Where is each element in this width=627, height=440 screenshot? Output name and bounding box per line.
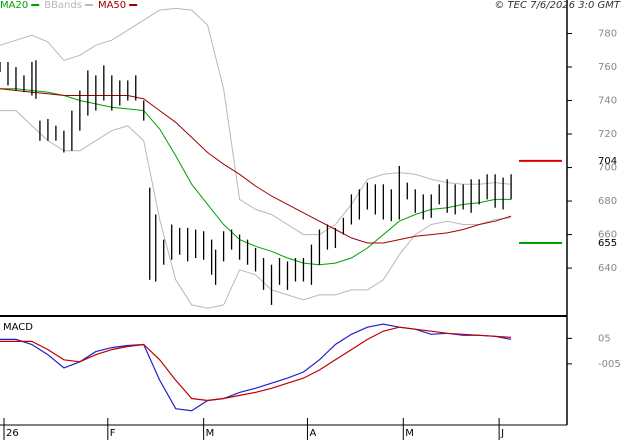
band-lower (0, 110, 512, 309)
x-tick-label: 26 (6, 428, 19, 439)
macd-line (0, 323, 512, 412)
plot-area (0, 0, 567, 425)
series-line (0, 88, 512, 266)
y-tick-label: 05 (598, 333, 611, 344)
legend-swatch (31, 4, 40, 6)
legend-swatch (129, 4, 138, 6)
y-tick-label: -005 (598, 359, 621, 370)
y-tick-label: 760 (598, 62, 617, 73)
source: © TEC 7/6/2026 3:0 GMT (494, 0, 621, 11)
level-label: 704 (598, 156, 617, 167)
y-tick-label: 720 (598, 129, 617, 140)
legend-entry: BBands (44, 0, 82, 11)
x-tick-label: F (110, 428, 116, 439)
macd-title: MACD (3, 322, 33, 333)
legend-swatch (84, 4, 93, 6)
series-line (0, 7, 512, 236)
legend-entry: MA50 (98, 0, 126, 11)
legend-entry: MA20 (0, 0, 28, 11)
y-tick-label: 660 (598, 230, 617, 241)
y-tick-label: 700 (598, 163, 617, 174)
x-tick-label: J (500, 428, 504, 439)
series-line (0, 88, 512, 244)
x-tick-label: M (206, 428, 215, 439)
x-tick-label: A (309, 428, 316, 439)
level-label: 655 (598, 238, 617, 249)
y-tick-label: 640 (598, 263, 617, 274)
y-tick-label: 780 (598, 29, 617, 40)
x-tick-label: M (405, 428, 414, 439)
y-tick-label: 740 (598, 96, 617, 107)
y-tick-label: 680 (598, 196, 617, 207)
macd-line (0, 326, 512, 402)
